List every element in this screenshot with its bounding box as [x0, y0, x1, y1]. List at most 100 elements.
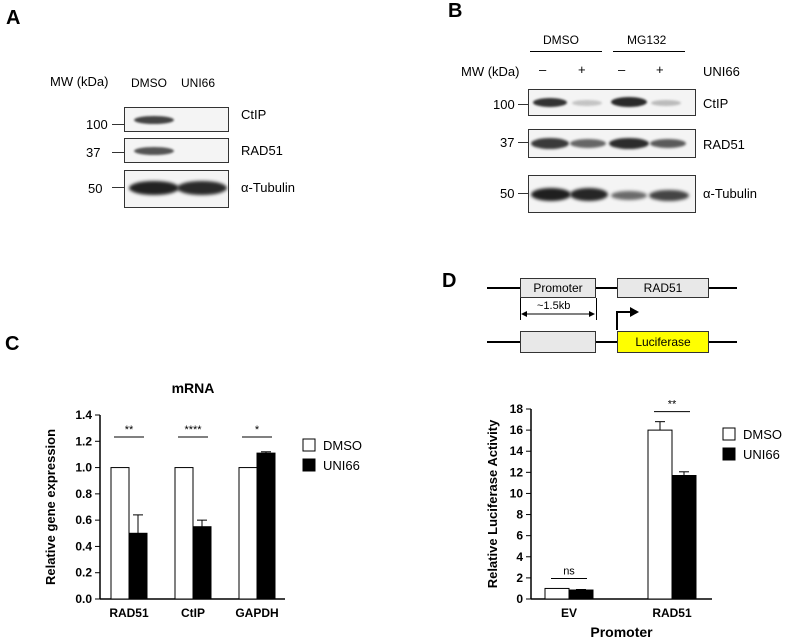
mw-marker: 100 — [86, 117, 108, 132]
panel-letter-a: A — [6, 7, 21, 29]
mw-marker: 100 — [493, 97, 515, 112]
y-tick-label: 1.0 — [75, 461, 92, 475]
band — [129, 181, 179, 195]
marker-tick — [518, 142, 528, 143]
y-tick-label: 0.4 — [75, 539, 92, 553]
y-axis-label: Relative Luciferase Activity — [485, 419, 500, 588]
band — [570, 188, 608, 201]
protein-label: α-Tubulin — [241, 180, 295, 195]
significance-label: ** — [125, 424, 134, 436]
y-tick-label: 14 — [510, 444, 524, 458]
bar — [544, 587, 570, 600]
y-axis-label: Relative gene expression — [43, 429, 58, 585]
x-axis-label: Promoter — [590, 624, 653, 640]
chart-title: mRNA — [172, 380, 215, 396]
band — [134, 116, 174, 124]
group-label: DMSO — [543, 33, 579, 47]
significance-label: * — [255, 424, 260, 436]
y-tick-label: 0.6 — [75, 513, 92, 527]
band — [611, 97, 647, 107]
y-tick-label: 0.2 — [75, 566, 92, 580]
y-tick-label: 4 — [516, 550, 523, 564]
legend-label: UNI66 — [323, 458, 360, 473]
y-tick-label: 10 — [510, 486, 524, 500]
bar — [647, 429, 673, 600]
blot-rad51 — [124, 138, 229, 163]
y-tick-label: 2 — [516, 571, 523, 585]
blot-tubulin — [528, 175, 696, 213]
legend-label: DMSO — [323, 438, 362, 453]
mw-label: MW (kDa) — [50, 74, 109, 89]
y-tick-label: 0.0 — [75, 592, 92, 606]
lane-label: UNI66 — [181, 76, 216, 90]
legend-swatch — [302, 458, 316, 472]
promoter-box-empty — [520, 331, 596, 353]
group-line — [530, 51, 602, 52]
legend-swatch — [302, 438, 316, 452]
treatment-label: UNI66 — [703, 64, 740, 79]
band — [650, 139, 686, 148]
protein-label: RAD51 — [241, 143, 283, 158]
dna-line — [487, 341, 737, 343]
dna-line — [487, 287, 737, 289]
y-tick-label: 0.8 — [75, 487, 92, 501]
y-tick-label: 16 — [510, 423, 524, 437]
protein-label: RAD51 — [703, 137, 745, 152]
protein-label: CtIP — [241, 107, 267, 122]
sign-label: – — [539, 62, 547, 77]
length-label: ~1.5kb — [537, 300, 571, 312]
band — [177, 181, 227, 195]
band — [533, 98, 567, 107]
y-tick-label: 18 — [510, 402, 524, 416]
blot-tubulin — [124, 170, 229, 208]
significance-label: ** — [668, 399, 677, 411]
band — [609, 138, 649, 149]
bar — [568, 589, 594, 600]
marker-tick — [112, 124, 124, 125]
blot-rad51 — [528, 129, 696, 158]
blot-ctip — [528, 89, 696, 116]
significance-label: ns — [563, 565, 575, 577]
blot-ctip — [124, 107, 229, 132]
y-tick-label: 8 — [516, 508, 523, 522]
band — [649, 190, 689, 201]
band — [570, 139, 606, 148]
band — [651, 100, 681, 106]
significance-label: **** — [184, 424, 202, 436]
legend-label: UNI66 — [743, 447, 780, 462]
bar — [671, 475, 697, 600]
group-label: MG132 — [627, 33, 667, 47]
category-label: GAPDH — [235, 606, 278, 620]
y-tick-label: 1.4 — [75, 408, 92, 422]
promoter-box: Promoter — [520, 278, 596, 298]
mw-marker: 37 — [500, 135, 515, 150]
lane-label: DMSO — [131, 76, 167, 90]
band — [572, 100, 602, 106]
y-tick-label: 0 — [516, 592, 523, 606]
mw-marker: 50 — [88, 181, 103, 196]
bracket-line — [520, 298, 521, 320]
y-tick-label: 6 — [516, 529, 523, 543]
marker-tick — [518, 104, 528, 105]
mw-marker: 50 — [500, 186, 515, 201]
protein-label: CtIP — [703, 96, 729, 111]
sign-label: + — [656, 62, 664, 77]
sign-label: – — [618, 62, 626, 77]
band — [611, 191, 647, 200]
category-label: EV — [561, 606, 577, 620]
panel-letter-b: B — [448, 0, 463, 22]
panel-letter-d: D — [442, 270, 457, 292]
legend-swatch — [722, 447, 736, 461]
category-label: RAD51 — [109, 606, 149, 620]
y-tick-label: 1.2 — [75, 434, 92, 448]
legend-swatch — [722, 427, 736, 441]
marker-tick — [518, 193, 528, 194]
category-label: RAD51 — [652, 606, 692, 620]
band — [134, 147, 174, 155]
group-line — [613, 51, 685, 52]
sign-label: + — [578, 62, 586, 77]
marker-tick — [112, 152, 124, 153]
